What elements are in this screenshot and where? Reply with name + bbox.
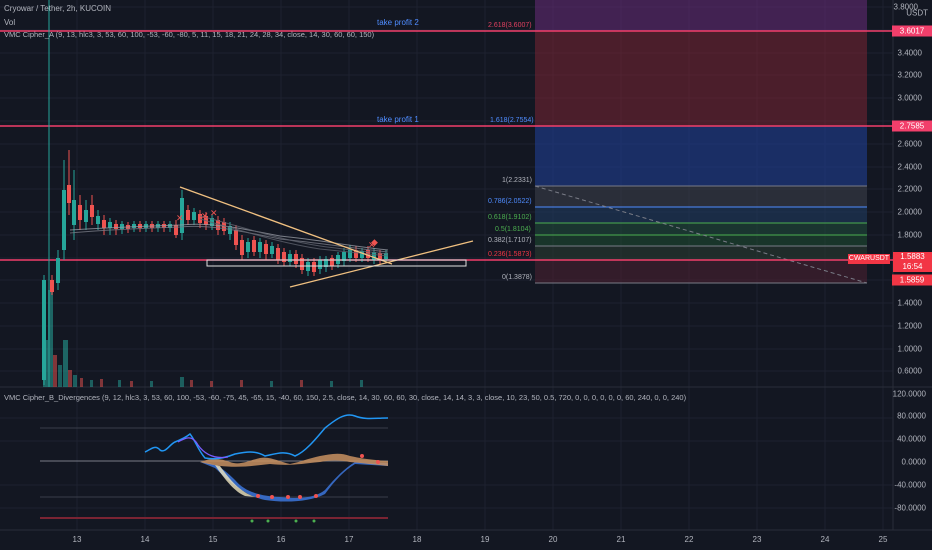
price-tick: 1.4000 <box>897 298 922 308</box>
price-tick: 1.0000 <box>897 344 922 354</box>
time-tick: 20 <box>548 535 558 544</box>
cipher-marks: ✕ ✕ ✕✕ ◆ <box>176 208 378 250</box>
candlesticks <box>42 150 388 385</box>
svg-text:✕: ✕ <box>210 208 218 218</box>
ma-ribbon <box>69 215 389 257</box>
fib-label-1: 1(2.2331) <box>502 177 532 184</box>
indicator-tick: 120.0000 <box>892 389 926 399</box>
symbol-tag: CWARUSDT <box>848 254 890 264</box>
time-tick: 22 <box>684 535 694 544</box>
current-price-tag: 1.5883 16:54 <box>893 252 932 272</box>
countdown-value: 16:54 <box>902 262 923 271</box>
fib-label-0: 0(1.3878) <box>502 274 532 281</box>
time-tick: 19 <box>480 535 490 544</box>
fib-label-1618: 1.618(2.7554) <box>490 117 534 124</box>
fib-label-0382: 0.382(1.7107) <box>488 237 532 244</box>
time-tick: 14 <box>140 535 150 544</box>
low-price-tag: 1.5859 <box>892 274 932 286</box>
fib-label-0618: 0.618(1.9102) <box>488 214 532 221</box>
indicator-tick: 80.0000 <box>897 411 926 421</box>
take-profit-1-text: take profit 1 <box>377 115 419 124</box>
price-tick: 2.0000 <box>897 207 922 217</box>
time-tick: 16 <box>276 535 286 544</box>
triangle-trendlines <box>179 186 474 288</box>
indicator-tick: -80.0000 <box>894 503 926 513</box>
svg-text:✕: ✕ <box>176 213 184 223</box>
currency-label: USDT <box>906 8 928 18</box>
svg-text:◆: ◆ <box>371 237 378 247</box>
indicator-tick: 40.0000 <box>897 434 926 444</box>
price-tick: 2.2000 <box>897 184 922 194</box>
fib-label-0786: 0.786(2.0522) <box>488 198 532 205</box>
price-tick: 3.8000 <box>893 2 918 12</box>
indicator-tick: -40.0000 <box>894 480 926 490</box>
time-tick: 17 <box>344 535 354 544</box>
cipher-a-label[interactable]: VMC Cipher_A (9, 13, hlc3, 3, 53, 60, 10… <box>4 30 375 39</box>
price-tag-tp2: 3.6017 <box>892 25 932 37</box>
price-tick: 3.4000 <box>897 48 922 58</box>
indicator-tick: 0.0000 <box>901 457 926 467</box>
volume-bars <box>43 290 363 387</box>
time-tick: 25 <box>878 535 888 544</box>
cipher-b-pane <box>40 414 389 523</box>
price-tick: 3.2000 <box>897 70 922 80</box>
time-tick: 13 <box>72 535 82 544</box>
current-price-value: 1.5883 <box>900 252 925 261</box>
price-tag-tp1: 2.7585 <box>892 120 932 132</box>
svg-text:✕: ✕ <box>201 211 209 221</box>
price-tick: 0.6000 <box>897 366 922 376</box>
time-tick: 23 <box>752 535 762 544</box>
cipher-b-label[interactable]: VMC Cipher_B_Divergences (9, 12, hlc3, 3… <box>4 393 687 402</box>
time-tick: 24 <box>820 535 830 544</box>
svg-text:✕: ✕ <box>368 240 376 250</box>
time-tick: 15 <box>208 535 218 544</box>
time-tick: 18 <box>412 535 422 544</box>
symbol-title[interactable]: Cryowar / Tether, 2h, KUCOIN <box>4 4 111 13</box>
price-tick: 1.2000 <box>897 321 922 331</box>
price-tick: 2.4000 <box>897 162 922 172</box>
fib-label-05: 0.5(1.8104) <box>495 226 531 233</box>
price-tick: 3.0000 <box>897 93 922 103</box>
price-tick: 1.8000 <box>897 230 922 240</box>
take-profit-2-text: take profit 2 <box>377 18 419 27</box>
fib-label-2618: 2.618(3.6007) <box>488 22 532 29</box>
range-box <box>206 259 467 267</box>
volume-indicator-label[interactable]: Vol <box>4 18 16 27</box>
time-tick: 21 <box>616 535 626 544</box>
price-tick: 2.6000 <box>897 139 922 149</box>
fib-label-0236: 0.236(1.5873) <box>488 251 532 258</box>
fib-extension-box <box>534 0 868 284</box>
